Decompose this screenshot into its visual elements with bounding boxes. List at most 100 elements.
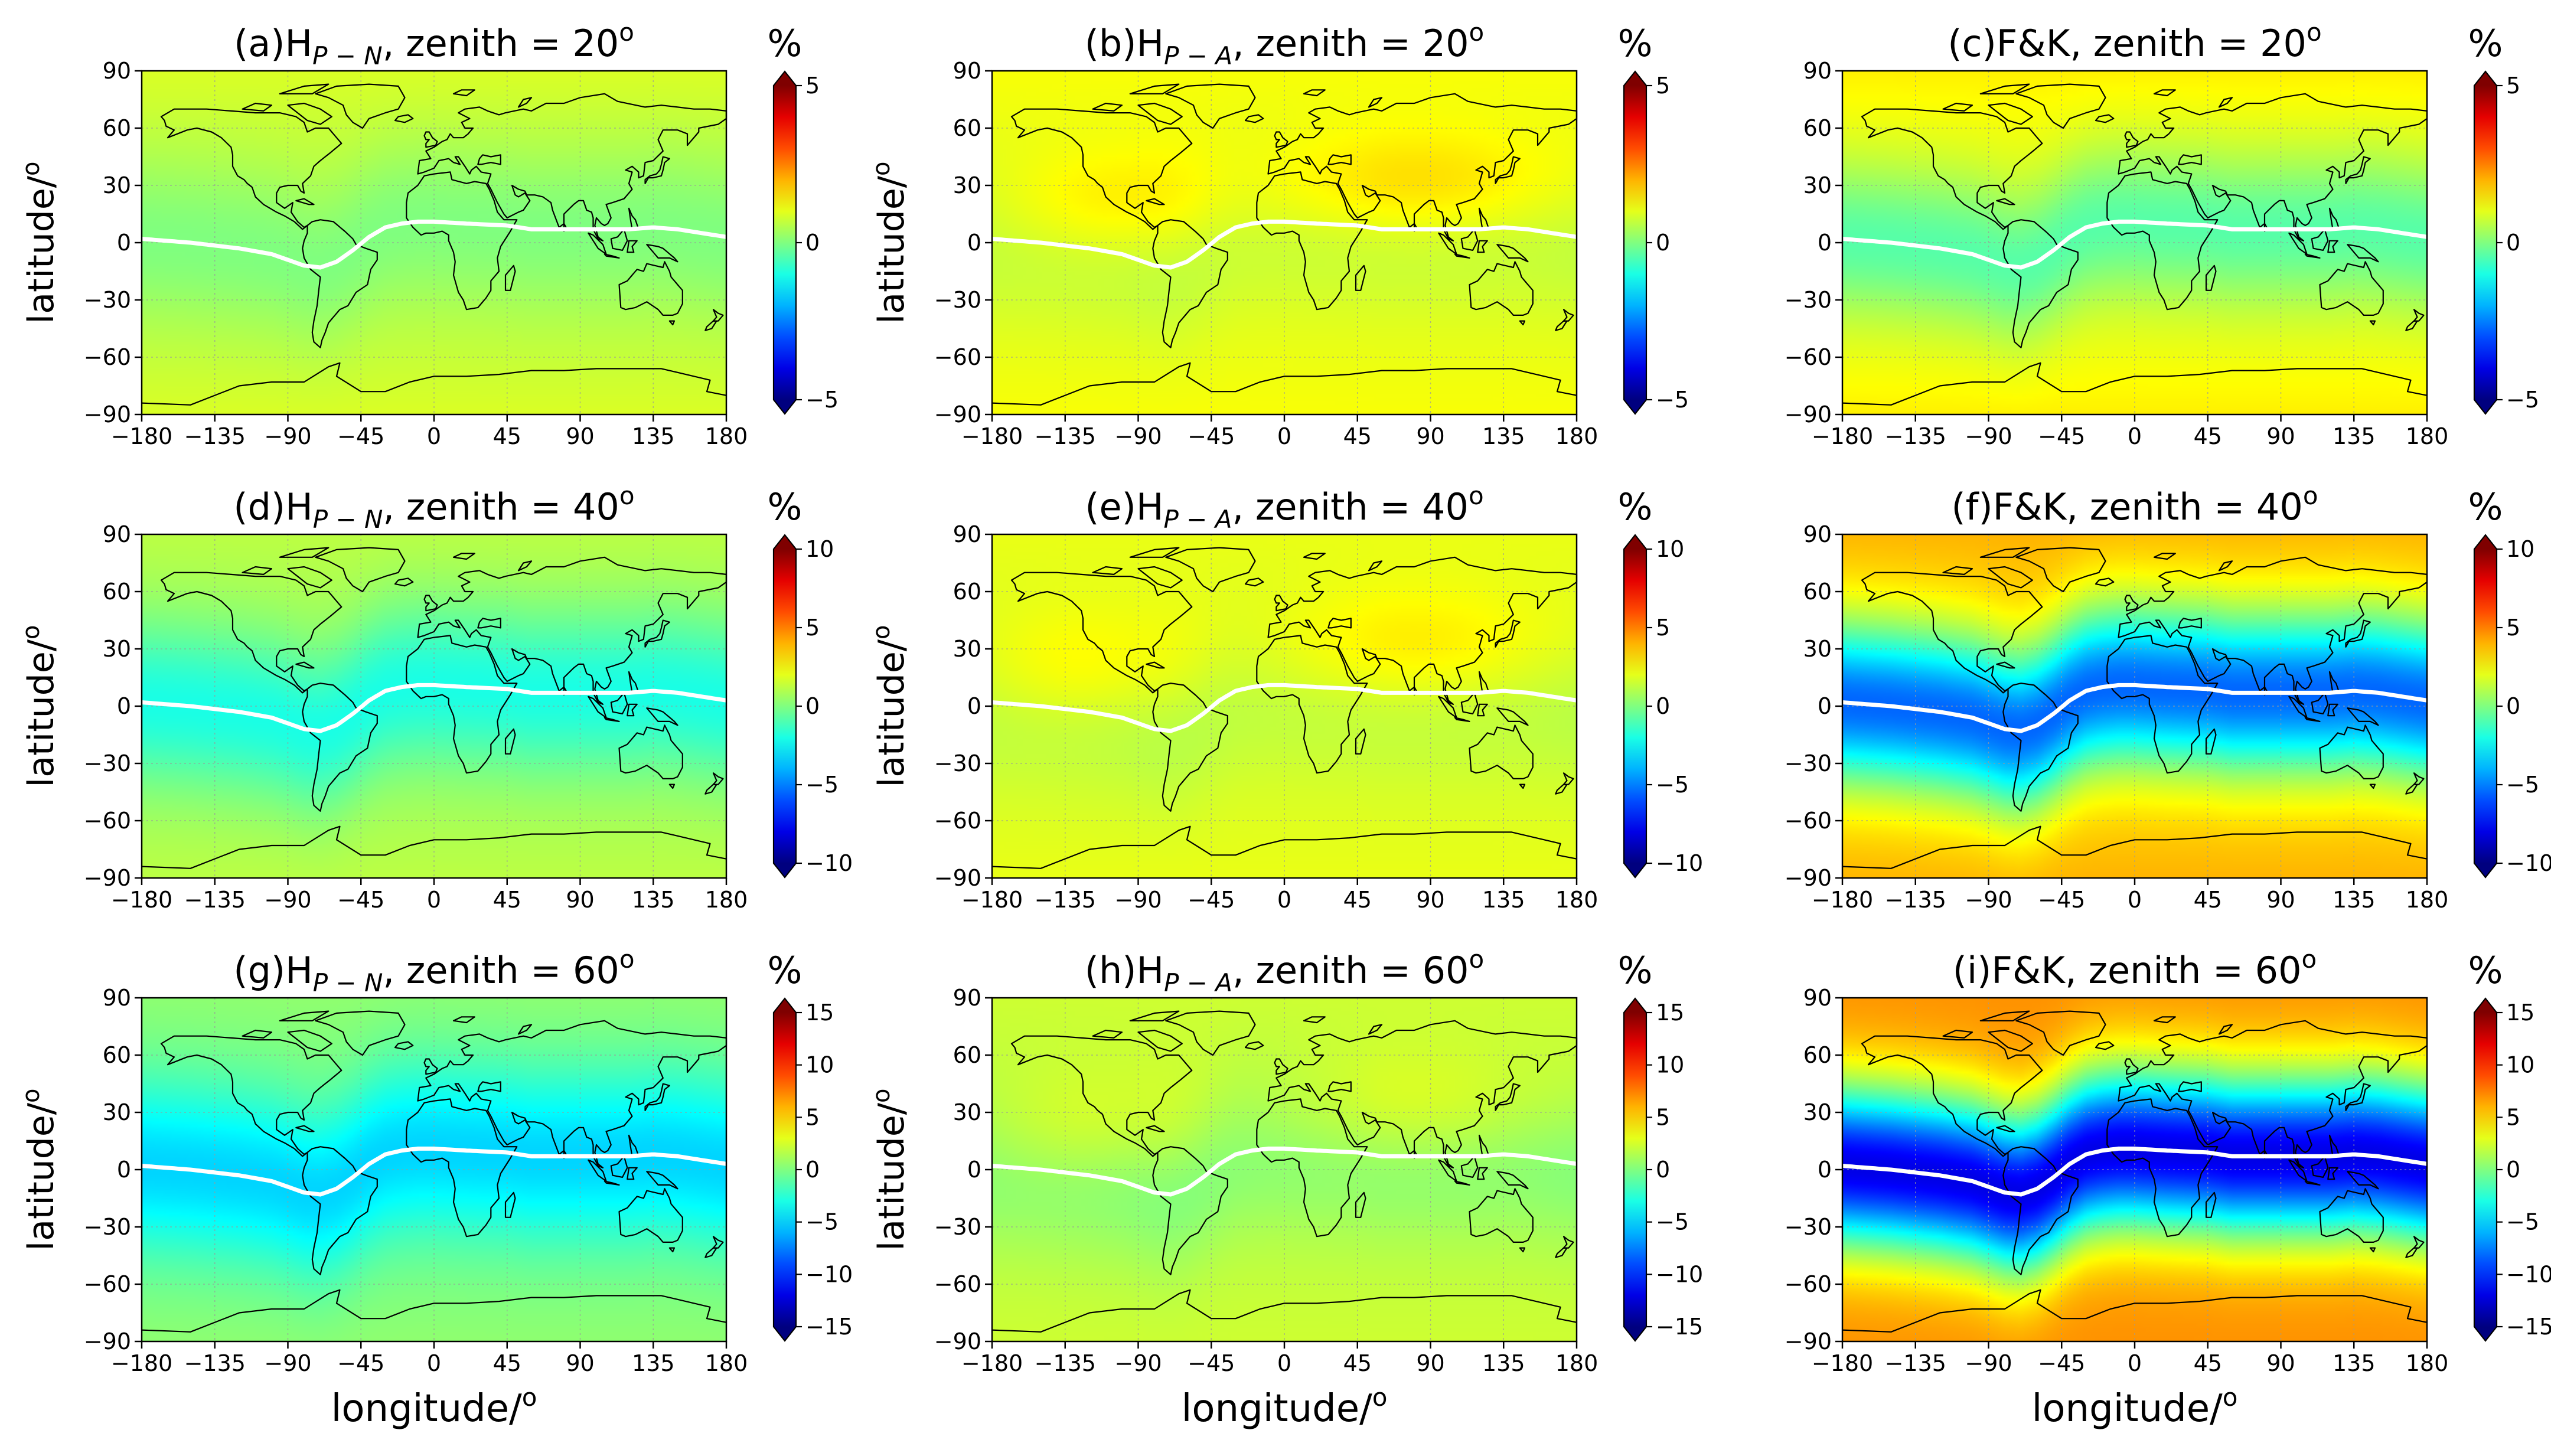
panel-i: −180 −135 −90 −45 0 45 90 135 180 90 60 30 0 −30 −60 −9… xyxy=(1785,945,2551,1431)
y-axis-label: latitude/o xyxy=(18,625,62,788)
coast-ellesmere xyxy=(1129,83,1180,94)
coast-africa xyxy=(1256,635,1368,774)
colorbar-extend-min xyxy=(2474,1327,2497,1341)
y-tick-label: 30 xyxy=(1803,636,1832,662)
colorbar-extend-min xyxy=(774,1327,796,1341)
coast-madagascar xyxy=(2205,265,2217,291)
colorbar-tick-label: 5 xyxy=(2506,1104,2520,1130)
panel-title: (h)HP − A, zenith = 60o xyxy=(1085,945,1484,997)
coast-novaya-zemlya xyxy=(1368,1024,1383,1035)
coast-new-zealand-south xyxy=(2405,784,2418,795)
coast-australia xyxy=(2319,261,2384,316)
coast-great-britain xyxy=(423,131,438,148)
coast-cuba xyxy=(1146,1125,1165,1132)
x-tick-label: −90 xyxy=(264,1350,311,1376)
coast-antarctica xyxy=(991,825,1577,869)
coast-japan xyxy=(2345,1083,2371,1111)
colorbar-tick-label: −10 xyxy=(1656,850,1703,876)
y-axis-label: latitude/o xyxy=(18,162,62,324)
title-degree-mark: o xyxy=(2303,481,2318,510)
coast-sulawesi xyxy=(1477,1167,1488,1180)
y-tick-label: 90 xyxy=(1803,521,1832,547)
x-tick-label: 180 xyxy=(705,887,748,913)
x-tick-label: 0 xyxy=(1277,887,1291,913)
colorbar-unit: % xyxy=(2468,485,2503,528)
colorbar-tick-label: −5 xyxy=(1656,772,1689,798)
coast-baffin xyxy=(1988,1029,2033,1052)
y-tick-label: 30 xyxy=(1803,1099,1832,1125)
colorbar-tick-label: −5 xyxy=(805,772,839,798)
x-tick-label: 45 xyxy=(2194,887,2222,913)
colorbar-extend-min xyxy=(1624,863,1646,877)
y-tick-label: −30 xyxy=(1785,1214,1832,1240)
coast-eurasia xyxy=(417,556,728,705)
coast-baffin xyxy=(287,102,332,125)
y-tick-label: −90 xyxy=(1785,865,1832,891)
colorbar-body xyxy=(774,1013,796,1327)
y-tick-label: 30 xyxy=(103,636,131,662)
coast-great-britain xyxy=(1274,1058,1288,1075)
coast-borneo xyxy=(610,228,628,251)
coast-borneo xyxy=(1460,692,1479,715)
panel-title: (a)HP − N, zenith = 20o xyxy=(234,18,634,70)
coast-new-zealand-south xyxy=(704,320,717,331)
colorbar-unit: % xyxy=(2468,949,2503,992)
colorbar-extend-max xyxy=(1624,998,1646,1013)
coast-japan xyxy=(1495,156,1521,184)
title-subscript: P − A xyxy=(1164,41,1232,70)
colorbar: 5 0 −5% xyxy=(2468,22,2539,415)
coast-madagascar xyxy=(2205,1191,2217,1218)
x-tick-label: −180 xyxy=(111,423,172,449)
x-tick-label: −45 xyxy=(337,887,384,913)
coast-sumatra xyxy=(588,232,607,255)
coast-new-zealand-south xyxy=(2405,1247,2418,1258)
coast-sulawesi xyxy=(2327,703,2338,717)
coast-cuba xyxy=(1996,1125,2015,1132)
x-tick-label: 0 xyxy=(2128,423,2142,449)
x-tick-label: −90 xyxy=(1114,1350,1162,1376)
coast-new-zealand xyxy=(712,1236,724,1249)
coast-cuba xyxy=(1146,661,1165,669)
x-tick-label: 90 xyxy=(1416,423,1444,449)
coast-ellesmere xyxy=(1979,1010,2030,1021)
x-tick-label: −90 xyxy=(1965,1350,2012,1376)
coast-greenland xyxy=(315,1010,406,1056)
coast-ellesmere xyxy=(279,1010,330,1021)
colorbar: 15 10 5 0 −5 −10 −15% xyxy=(2468,949,2551,1342)
coast-new-guinea xyxy=(646,707,678,726)
coast-cuba xyxy=(1996,198,2015,205)
coast-antarctica xyxy=(991,1289,1577,1333)
coast-sumatra xyxy=(1438,1159,1457,1182)
x-tick-label: 135 xyxy=(2333,1350,2376,1376)
dip-equator-line xyxy=(990,683,1579,733)
coast-iceland xyxy=(1244,114,1264,123)
coast-sulawesi xyxy=(1477,240,1488,253)
title-degree-mark: o xyxy=(619,945,635,974)
coast-south-america xyxy=(302,1146,378,1275)
coast-baffin xyxy=(1137,102,1183,125)
x-tick-label: −180 xyxy=(961,887,1023,913)
coast-japan xyxy=(2345,619,2371,648)
y-tick-label: 0 xyxy=(967,693,981,719)
coast-new-zealand-south xyxy=(704,1247,717,1258)
x-tick-label: 45 xyxy=(493,887,521,913)
coast-north-america xyxy=(1010,108,1193,230)
coast-arabia-gap xyxy=(2178,154,2202,165)
dip-equator-line xyxy=(139,219,729,270)
colorbar-tick-label: 0 xyxy=(2506,693,2520,719)
colorbar-unit: % xyxy=(1618,949,1653,992)
panel-h: −180 −135 −90 −45 0 45 90 135 180 90 60 30 0 −30 −60 −9… xyxy=(868,945,1703,1431)
coast-new-zealand-south xyxy=(2405,320,2418,331)
x-tick-label: −45 xyxy=(337,423,384,449)
y-axis-label: latitude/o xyxy=(868,1089,912,1251)
y-tick-label: 60 xyxy=(103,115,131,141)
x-tick-label: 45 xyxy=(1343,1350,1372,1376)
coastlines xyxy=(991,83,1578,406)
coast-tasmania xyxy=(2369,1247,2376,1253)
y-tick-label: −90 xyxy=(84,865,131,891)
coastlines xyxy=(1842,1010,2428,1333)
coast-novaya-zemlya xyxy=(2218,560,2233,572)
coast-arabia-gap xyxy=(477,618,501,629)
coast-eurasia xyxy=(1267,93,1578,241)
x-tick-label: −90 xyxy=(1114,887,1162,913)
